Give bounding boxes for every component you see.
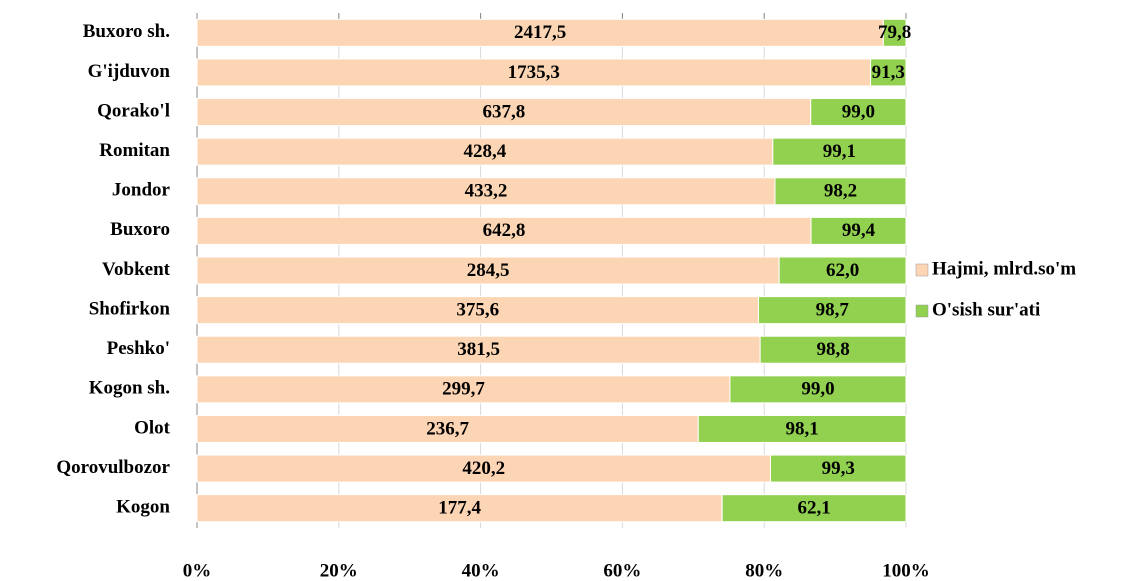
data-label: 642,8 xyxy=(483,220,526,241)
x-tick-label: 0% xyxy=(183,560,212,581)
bar xyxy=(729,375,907,404)
bar xyxy=(196,137,774,166)
bar xyxy=(196,58,872,87)
data-label: 79,8 xyxy=(878,22,911,43)
bar xyxy=(196,375,731,404)
data-label: 177,4 xyxy=(438,498,481,519)
bar xyxy=(810,98,907,127)
data-label: 420,2 xyxy=(462,458,505,479)
y-tick-label: Buxoro sh. xyxy=(83,21,170,42)
data-label: 98,7 xyxy=(816,299,850,320)
legend-swatch xyxy=(915,263,929,277)
data-label: 99,0 xyxy=(801,379,834,400)
bar xyxy=(810,216,907,245)
y-tick-label: Peshko' xyxy=(107,338,170,359)
legend-label: Hajmi, mlrd.so'm xyxy=(932,258,1076,279)
y-tick-label: Qorako'l xyxy=(97,100,170,121)
x-tick-label: 80% xyxy=(745,560,783,581)
bar xyxy=(196,177,776,206)
data-label: 299,7 xyxy=(442,379,485,400)
bar xyxy=(774,177,907,206)
bar xyxy=(721,494,907,523)
bar xyxy=(196,414,699,443)
data-label: 428,4 xyxy=(464,141,507,162)
y-tick-label: Buxoro xyxy=(110,219,170,240)
data-label: 99,4 xyxy=(842,220,876,241)
data-label: 433,2 xyxy=(465,181,508,202)
data-label: 98,8 xyxy=(816,339,849,360)
x-tick-label: 40% xyxy=(462,560,500,581)
y-tick-label: Jondor xyxy=(112,180,171,201)
y-tick-label: Qorovulbozor xyxy=(56,457,170,478)
bar xyxy=(196,335,761,364)
bar xyxy=(196,454,771,483)
bar xyxy=(759,335,907,364)
data-label: 381,5 xyxy=(457,339,500,360)
data-label: 99,0 xyxy=(842,101,875,122)
bar xyxy=(870,58,907,87)
y-tick-label: Kogon sh. xyxy=(89,378,170,399)
y-tick-label: Kogon xyxy=(116,497,170,518)
bar xyxy=(757,296,907,325)
y-tick-label: G'ijduvon xyxy=(88,61,171,82)
bar xyxy=(772,137,907,166)
bar xyxy=(196,256,780,285)
x-tick-label: 100% xyxy=(882,560,930,581)
data-label: 91,3 xyxy=(872,62,905,83)
data-label: 98,2 xyxy=(824,181,857,202)
data-label: 2417,5 xyxy=(514,22,566,43)
data-label: 99,3 xyxy=(822,458,855,479)
y-tick-label: Olot xyxy=(134,417,171,438)
bar xyxy=(882,18,907,47)
data-label: 99,1 xyxy=(823,141,856,162)
data-label: 637,8 xyxy=(482,101,525,122)
data-label: 1735,3 xyxy=(508,62,560,83)
y-tick-label: Romitan xyxy=(99,140,170,161)
y-tick-label: Vobkent xyxy=(102,259,171,280)
data-label: 284,5 xyxy=(467,260,510,281)
y-tick-label: Shofirkon xyxy=(89,298,171,319)
x-tick-label: 60% xyxy=(603,560,641,581)
bar xyxy=(196,216,812,245)
data-label: 98,1 xyxy=(786,418,819,439)
legend-label: O'sish sur'ati xyxy=(932,299,1040,320)
bar xyxy=(697,414,907,443)
bar xyxy=(778,256,907,285)
data-label: 236,7 xyxy=(426,418,469,439)
legend-swatch xyxy=(915,304,929,318)
bar xyxy=(196,296,759,325)
data-label: 62,1 xyxy=(797,498,830,519)
data-label: 62,0 xyxy=(826,260,859,281)
x-tick-label: 20% xyxy=(320,560,358,581)
data-label: 375,6 xyxy=(456,299,499,320)
bar xyxy=(769,454,907,483)
